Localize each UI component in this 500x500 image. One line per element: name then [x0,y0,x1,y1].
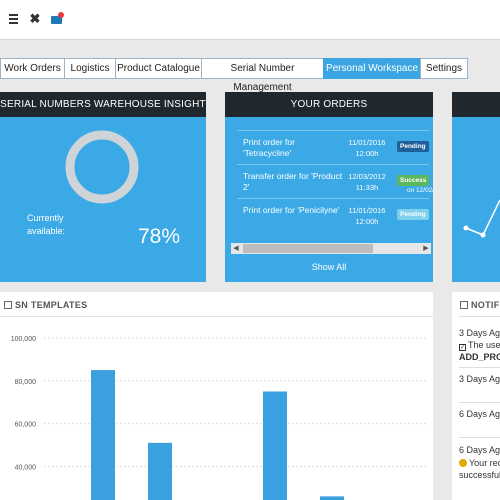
trend-line-chart [463,199,500,238]
notification-time: 3 Days Ag [459,328,500,338]
order-datetime: 12/03/2012 11:33h [348,172,386,192]
trend-panel [452,92,500,282]
tab-settings[interactable]: Settings [420,58,468,79]
list-icon [460,301,468,309]
barcode-icon [4,301,12,309]
divider [459,437,500,438]
divider [459,316,500,317]
divider [459,367,500,368]
order-datetime: 11/01/2016 12:00h [348,138,386,158]
notification-time: 3 Days Ag [459,374,500,384]
order-title: Print order for 'Tetracycline' [243,137,295,158]
scrollbar-thumb[interactable] [243,244,373,253]
y-tick-label: 60,000 [15,422,37,429]
donut-track [65,130,139,204]
order-title: Print order for 'Penicilyne' [243,205,340,215]
panel-title [452,92,500,117]
notification-text: Your req [459,458,500,468]
status-badge: Pending [397,141,429,152]
chart-bar [263,391,287,500]
main-tabs: Work Orders Logistics Product Catalogue … [0,58,468,93]
notifications-panel: NOTIF 3 Days Ag ✓ The use ADD_PRO 3 Days … [452,292,500,500]
available-label: Currently available: [27,213,66,236]
check-icon: ✓ [459,344,466,351]
notification-time: 6 Days Ag [459,409,500,419]
fullscreen-icon[interactable]: ✖ [29,11,41,26]
notifications-title: NOTIF [460,300,500,310]
order-datetime: 11/01/2016 12:00h [348,206,386,226]
sn-templates-title: SN TEMPLATES [4,300,87,310]
tab-serial-number-management[interactable]: Serial Number Management [201,58,324,93]
chart-bar [91,370,115,500]
mail-notification-icon[interactable] [50,12,64,26]
chart-bar [320,496,344,500]
notification-text: ADD_PRO [459,352,500,362]
trend-line [465,199,500,236]
scroll-right-icon[interactable]: ▶ [423,245,429,252]
sn-templates-panel: SN TEMPLATES [0,292,433,500]
order-title: Transfer order for 'Product 2' [243,171,343,192]
notification-text: successful [459,470,500,480]
orders-horizontal-scrollbar[interactable]: ◀ ▶ [231,243,431,254]
order-row[interactable]: Print order for 'Tetracycline' 11/01/201… [237,130,429,164]
warehouse-insight-panel: SERIAL NUMBERS WAREHOUSE INSIGHT Current… [0,92,206,282]
notification-text: ✓ The use [459,340,500,351]
availability-donut [65,130,139,204]
y-tick-label: 40,000 [15,464,37,471]
panel-title: SERIAL NUMBERS WAREHOUSE INSIGHT [0,92,206,117]
trend-point [463,225,469,231]
status-badge: Pending [397,209,429,220]
menu-icon[interactable] [6,12,20,26]
tab-product-catalogue[interactable]: Product Catalogue [115,58,202,79]
notification-time: 6 Days Ag [459,445,500,455]
chart-bar [148,442,172,500]
tab-personal-workspace[interactable]: Personal Workspace [323,58,421,79]
order-row[interactable]: Transfer order for 'Product 2' 12/03/201… [237,164,434,198]
scroll-left-icon[interactable]: ◀ [233,245,239,252]
status-date: on 12/02/ [407,187,435,194]
y-tick-label: 80,000 [15,379,37,386]
panel-title: YOUR ORDERS [225,92,433,117]
show-all-link[interactable]: Show All [311,262,347,272]
status-badge: Success [397,175,429,186]
top-bar: ✖ [0,0,500,40]
y-tick-label: 100,000 [11,336,36,343]
tab-logistics[interactable]: Logistics [64,58,116,79]
available-value: 78% [138,225,181,248]
order-row[interactable]: Print order for 'Penicilyne' 11/01/2016 1… [237,198,429,232]
trend-point [480,232,486,238]
divider [0,316,433,317]
divider [459,402,500,403]
tab-work-orders[interactable]: Work Orders [0,58,65,79]
warning-icon [459,459,467,467]
